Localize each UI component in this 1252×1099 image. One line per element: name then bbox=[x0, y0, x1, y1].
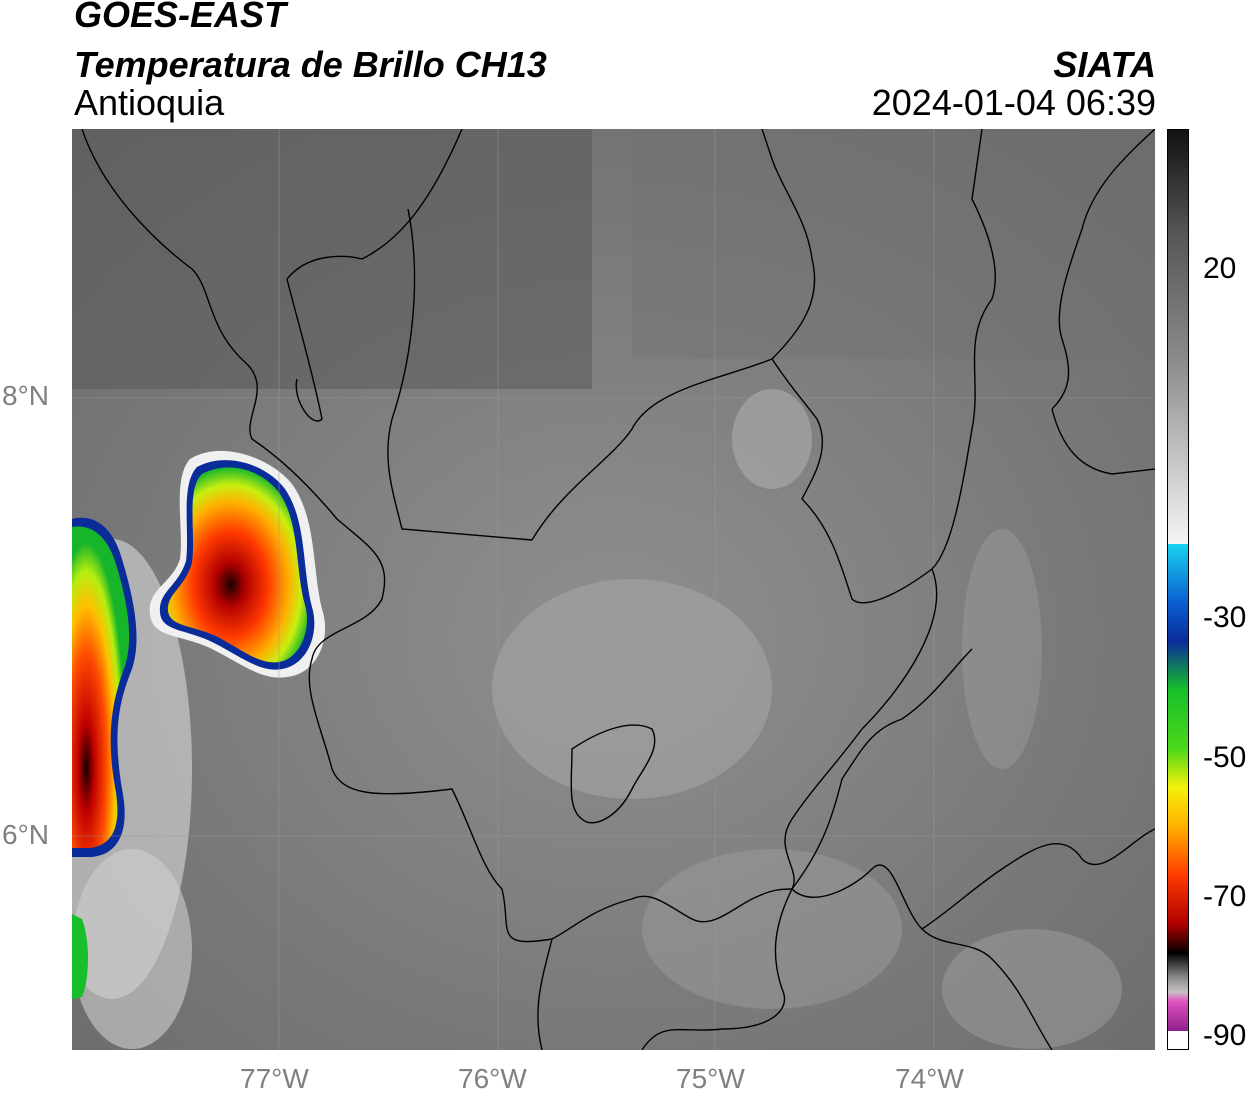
lon-label-75w: 75°W bbox=[676, 1063, 745, 1094]
lat-label-8n: 8°N bbox=[2, 380, 49, 411]
timestamp-label: 2024-01-04 06:39 bbox=[871, 82, 1156, 123]
colorbar-tick-neg70: -70 bbox=[1203, 880, 1247, 913]
colorbar-tick-20: 20 bbox=[1203, 252, 1237, 285]
region-label: Antioquia bbox=[74, 82, 225, 123]
convective-cell-west bbox=[72, 517, 137, 999]
satellite-title: GOES-EAST bbox=[74, 0, 287, 35]
lon-label-74w: 74°W bbox=[895, 1063, 964, 1094]
colorbar-tick-neg30: -30 bbox=[1203, 601, 1247, 634]
lon-label-77w: 77°W bbox=[240, 1063, 309, 1094]
lon-label-76w: 76°W bbox=[458, 1063, 527, 1094]
temperature-colorbar bbox=[1167, 129, 1189, 1050]
brand-label: SIATA bbox=[1053, 44, 1156, 85]
product-title: Temperatura de Brillo CH13 bbox=[74, 44, 547, 85]
political-borders bbox=[81, 129, 1155, 1050]
brightness-temperature-map bbox=[72, 129, 1155, 1050]
colorbar-tick-neg50: -50 bbox=[1203, 741, 1247, 774]
lat-label-6n: 6°N bbox=[2, 819, 49, 850]
graticule bbox=[72, 129, 1155, 1050]
convective-cell-north bbox=[149, 450, 326, 678]
colorbar-tick-neg90: -90 bbox=[1203, 1019, 1247, 1052]
